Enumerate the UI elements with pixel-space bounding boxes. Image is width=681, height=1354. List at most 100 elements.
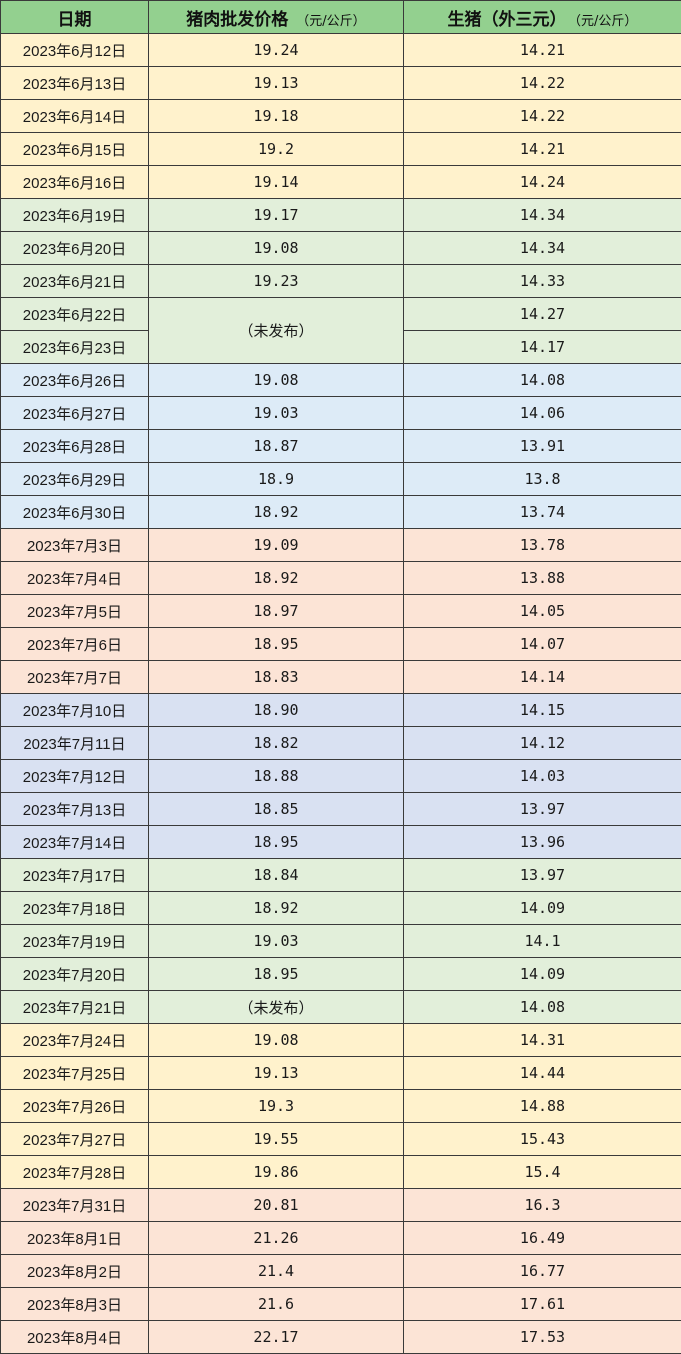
hog-price-cell: 15.4 xyxy=(403,1155,681,1189)
pork-price-cell: 18.87 xyxy=(148,429,404,463)
pork-price-cell: （未发布） xyxy=(148,297,404,364)
date-cell: 2023年6月15日 xyxy=(0,132,149,166)
table-row: 2023年7月5日 18.97 14.05 xyxy=(0,594,681,628)
date-cell: 2023年6月30日 xyxy=(0,495,149,529)
header-row: 日期 猪肉批发价格 （元/公斤） 生猪（外三元） （元/公斤） xyxy=(0,0,681,34)
table-row: 2023年7月18日 18.92 14.09 xyxy=(0,891,681,925)
pork-price-cell: 21.6 xyxy=(148,1287,404,1321)
pork-price-cell: 20.81 xyxy=(148,1188,404,1222)
hog-price-cell: 14.12 xyxy=(403,726,681,760)
table-row: 2023年7月11日 18.82 14.12 xyxy=(0,726,681,760)
pork-price-cell: 18.90 xyxy=(148,693,404,727)
table-row: 2023年7月4日 18.92 13.88 xyxy=(0,561,681,595)
table-row: 2023年6月21日 19.23 14.33 xyxy=(0,264,681,298)
date-cell: 2023年6月28日 xyxy=(0,429,149,463)
table-row: 2023年7月21日 （未发布） 14.08 xyxy=(0,990,681,1024)
table-row: 2023年6月22日 （未发布） 14.27 xyxy=(0,297,681,364)
pork-price-cell: 19.17 xyxy=(148,198,404,232)
pork-price-cell: 19.13 xyxy=(148,1056,404,1090)
date-cell: 2023年7月21日 xyxy=(0,990,149,1024)
table-row: 2023年7月6日 18.95 14.07 xyxy=(0,627,681,661)
hog-price-cell: 14.15 xyxy=(403,693,681,727)
pork-price-cell: 19.23 xyxy=(148,264,404,298)
pork-price-cell: 19.03 xyxy=(148,396,404,430)
hog-price-cell: 14.31 xyxy=(403,1023,681,1057)
pork-price-cell: 19.14 xyxy=(148,165,404,199)
pork-price-cell: 19.24 xyxy=(148,33,404,67)
table-row: 2023年7月7日 18.83 14.14 xyxy=(0,660,681,694)
pork-price-cell: 21.4 xyxy=(148,1254,404,1288)
date-cell: 2023年7月14日 xyxy=(0,825,149,859)
date-cell: 2023年6月22日 xyxy=(0,297,149,331)
hog-price-cell: 16.3 xyxy=(403,1188,681,1222)
hog-price-cell: 14.17 xyxy=(403,330,681,364)
table-row: 2023年8月1日 21.26 16.49 xyxy=(0,1221,681,1255)
table-row: 2023年7月20日 18.95 14.09 xyxy=(0,957,681,991)
date-cell: 2023年6月14日 xyxy=(0,99,149,133)
hog-price-cell: 13.97 xyxy=(403,858,681,892)
table-row: 2023年6月14日 19.18 14.22 xyxy=(0,99,681,133)
pork-price-cell: 19.08 xyxy=(148,363,404,397)
date-cell: 2023年7月27日 xyxy=(0,1122,149,1156)
date-cell: 2023年8月2日 xyxy=(0,1254,149,1288)
pork-price-cell: 18.95 xyxy=(148,825,404,859)
hog-price-cell: 14.03 xyxy=(403,759,681,793)
pork-price-cell: 18.82 xyxy=(148,726,404,760)
hog-price-cell: 14.1 xyxy=(403,924,681,958)
hog-price-cell: 13.8 xyxy=(403,462,681,496)
date-cell: 2023年7月7日 xyxy=(0,660,149,694)
hog-price-cell: 15.43 xyxy=(403,1122,681,1156)
pork-price-cell: 19.08 xyxy=(148,1023,404,1057)
hog-price-cell: 14.21 xyxy=(403,33,681,67)
pork-price-cell: 19.08 xyxy=(148,231,404,265)
table-row: 2023年6月30日 18.92 13.74 xyxy=(0,495,681,529)
date-cell: 2023年7月4日 xyxy=(0,561,149,595)
date-cell: 2023年6月12日 xyxy=(0,33,149,67)
table-row: 2023年7月17日 18.84 13.97 xyxy=(0,858,681,892)
hog-price-cell: 17.61 xyxy=(403,1287,681,1321)
pork-price-cell: 18.88 xyxy=(148,759,404,793)
pork-price-cell: 19.55 xyxy=(148,1122,404,1156)
table-row: 2023年6月20日 19.08 14.34 xyxy=(0,231,681,265)
date-cell: 2023年7月13日 xyxy=(0,792,149,826)
header-pork-label: 猪肉批发价格 xyxy=(186,9,289,30)
hog-price-cell: 16.77 xyxy=(403,1254,681,1288)
pork-price-cell: 19.3 xyxy=(148,1089,404,1123)
table-row: 2023年7月28日 19.86 15.4 xyxy=(0,1155,681,1189)
pork-price-cell: 19.13 xyxy=(148,66,404,100)
header-pork-unit: （元/公斤） xyxy=(296,13,366,29)
table-row: 2023年6月12日 19.24 14.21 xyxy=(0,33,681,67)
hog-price-cell: 14.21 xyxy=(403,132,681,166)
header-pork-price: 猪肉批发价格 （元/公斤） xyxy=(148,0,404,34)
date-cell: 2023年7月26日 xyxy=(0,1089,149,1123)
hog-price-cell: 14.09 xyxy=(403,957,681,991)
hog-price-cell: 13.91 xyxy=(403,429,681,463)
pork-price-cell: 18.9 xyxy=(148,462,404,496)
table-row: 2023年6月19日 19.17 14.34 xyxy=(0,198,681,232)
date-cell: 2023年7月5日 xyxy=(0,594,149,628)
pork-price-cell: 18.95 xyxy=(148,957,404,991)
pork-price-cell: 19.18 xyxy=(148,99,404,133)
hog-price-cell: 14.08 xyxy=(403,363,681,397)
pork-price-cell: 18.83 xyxy=(148,660,404,694)
pork-price-cell: 18.95 xyxy=(148,627,404,661)
pork-price-cell: 19.86 xyxy=(148,1155,404,1189)
date-cell: 2023年6月21日 xyxy=(0,264,149,298)
table-row: 2023年6月26日 19.08 14.08 xyxy=(0,363,681,397)
hog-price-cell: 13.74 xyxy=(403,495,681,529)
date-cell: 2023年7月6日 xyxy=(0,627,149,661)
date-cell: 2023年6月29日 xyxy=(0,462,149,496)
date-cell: 2023年7月19日 xyxy=(0,924,149,958)
date-cell: 2023年6月19日 xyxy=(0,198,149,232)
hog-price-cell: 14.07 xyxy=(403,627,681,661)
hog-price-cell: 16.49 xyxy=(403,1221,681,1255)
table-row: 2023年7月27日 19.55 15.43 xyxy=(0,1122,681,1156)
table-row: 2023年6月29日 18.9 13.8 xyxy=(0,462,681,496)
table-row: 2023年7月13日 18.85 13.97 xyxy=(0,792,681,826)
table-row: 2023年6月28日 18.87 13.91 xyxy=(0,429,681,463)
hog-price-cell: 14.88 xyxy=(403,1089,681,1123)
table-row: 2023年7月24日 19.08 14.31 xyxy=(0,1023,681,1057)
table-row: 2023年6月27日 19.03 14.06 xyxy=(0,396,681,430)
hog-price-cell: 14.33 xyxy=(403,264,681,298)
